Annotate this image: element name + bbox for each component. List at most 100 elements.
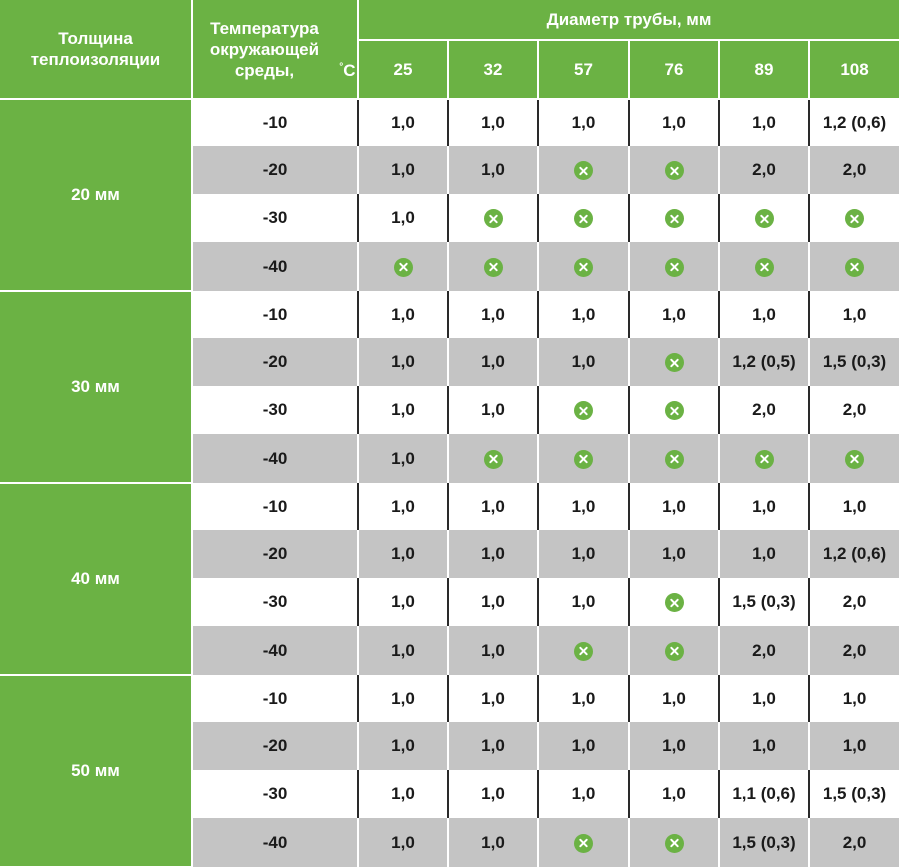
value-cell: 2,0 [809, 578, 899, 626]
table-row: -20 1,0 1,0 1,0 1,0 1,0 1,0 [0, 722, 899, 770]
value-cell: 1,0 [358, 338, 449, 386]
x-circle-icon [845, 449, 865, 469]
header-diameter-2: 57 [538, 40, 630, 100]
not-applicable-cell [719, 242, 810, 291]
value-cell: 1,0 [629, 722, 720, 770]
value-cell: 1,0 [358, 626, 449, 675]
not-applicable-cell [809, 194, 899, 242]
value-cell: 1,0 [809, 483, 899, 530]
value-cell: 1,0 [629, 530, 720, 578]
table-row: -30 1,0 1,0 1,0 1,0 1,1 (0,6) 1,5 (0,3) [0, 770, 899, 818]
temperature-cell: -30 [192, 770, 359, 818]
x-circle-icon [664, 401, 684, 420]
not-applicable-cell [629, 434, 720, 483]
x-circle-icon [664, 353, 684, 372]
x-circle-icon [483, 449, 503, 469]
header-diameter-3: 76 [629, 40, 720, 100]
value-cell: 2,0 [719, 386, 810, 434]
value-cell: 1,0 [538, 675, 630, 722]
value-cell: 1,0 [448, 722, 539, 770]
x-circle-icon [574, 641, 593, 661]
not-applicable-cell [629, 242, 720, 291]
not-applicable-cell [629, 386, 720, 434]
x-circle-icon [574, 257, 593, 277]
not-applicable-cell [448, 242, 539, 291]
x-circle-icon [664, 833, 684, 853]
value-cell: 1,0 [358, 291, 449, 338]
not-applicable-cell [629, 338, 720, 386]
x-circle-icon [664, 161, 684, 180]
value-cell: 1,0 [629, 483, 720, 530]
value-cell: 1,0 [358, 818, 449, 867]
temperature-cell: -30 [192, 386, 359, 434]
not-applicable-cell [719, 194, 810, 242]
value-cell: 1,0 [538, 578, 630, 626]
value-cell: 1,0 [809, 675, 899, 722]
value-cell: 2,0 [809, 626, 899, 675]
header-temperature: Температура окружающей среды, °C [192, 0, 359, 100]
value-cell: 1,0 [358, 483, 449, 530]
not-applicable-cell [538, 242, 630, 291]
header-temperature-label: Температура окружающей среды, [209, 18, 320, 80]
temperature-cell: -20 [192, 338, 359, 386]
value-cell: 1,0 [719, 99, 810, 146]
not-applicable-cell [538, 194, 630, 242]
not-applicable-cell [538, 386, 630, 434]
x-circle-icon [754, 209, 774, 228]
header-diameter-4: 89 [719, 40, 810, 100]
value-cell: 1,1 (0,6) [719, 770, 810, 818]
value-cell: 1,0 [719, 530, 810, 578]
table-row: 50 мм -10 1,0 1,0 1,0 1,0 1,0 1,0 [0, 675, 899, 868]
value-cell: 1,0 [629, 675, 720, 722]
header-diameter-5: 108 [809, 40, 899, 100]
table-row: -40 [0, 242, 899, 291]
x-circle-icon [664, 593, 684, 612]
value-cell: 1,5 (0,3) [809, 770, 899, 818]
value-cell: 1,0 [629, 99, 720, 146]
table-row: 40 мм -10 1,0 1,0 1,0 1,0 1,0 1,0 [0, 483, 899, 676]
temperature-cell: -40 [192, 626, 359, 675]
temperature-cell: -40 [192, 434, 359, 483]
temperature-cell: -30 [192, 578, 359, 626]
not-applicable-cell [629, 818, 720, 867]
temperature-cell: -30 [192, 194, 359, 242]
value-cell: 1,0 [448, 578, 539, 626]
value-cell: 1,0 [448, 483, 539, 530]
x-circle-icon [483, 257, 503, 277]
value-cell: 1,5 (0,3) [719, 818, 810, 867]
value-cell: 1,0 [538, 99, 630, 146]
value-cell: 1,0 [448, 818, 539, 867]
thickness-cell: 20 мм [0, 99, 193, 292]
table-body: 20 мм -10 1,0 1,0 1,0 1,0 1,0 1,2 (0,6) -20 1,0 1,… [0, 99, 899, 868]
value-cell: 1,0 [358, 770, 449, 818]
value-cell: 1,0 [538, 722, 630, 770]
x-circle-icon [393, 257, 413, 277]
value-cell: 1,0 [719, 675, 810, 722]
value-cell: 1,0 [629, 291, 720, 338]
value-cell: 1,0 [448, 146, 539, 194]
value-cell: 2,0 [809, 818, 899, 867]
value-cell: 1,0 [538, 483, 630, 530]
value-cell: 1,0 [538, 530, 630, 578]
value-cell: 1,0 [448, 626, 539, 675]
table-row: 20 мм -10 1,0 1,0 1,0 1,0 1,0 1,2 (0,6) [0, 99, 899, 292]
thickness-cell: 30 мм [0, 291, 193, 484]
value-cell: 1,0 [358, 675, 449, 722]
x-circle-icon [664, 257, 684, 277]
not-applicable-cell [629, 578, 720, 626]
value-cell: 1,0 [448, 99, 539, 146]
value-cell: 1,0 [448, 530, 539, 578]
x-circle-icon [574, 209, 593, 228]
value-cell: 1,0 [448, 386, 539, 434]
value-cell: 1,0 [448, 291, 539, 338]
temperature-cell: -20 [192, 530, 359, 578]
value-cell: 1,0 [358, 99, 449, 146]
table-row: -30 1,0 1,0 1,0 1,5 (0,3) 2,0 [0, 578, 899, 626]
value-cell: 1,0 [358, 530, 449, 578]
table-row: -20 1,0 1,0 1,0 1,2 (0,5) 1,5 (0,3) [0, 338, 899, 386]
value-cell: 1,0 [538, 770, 630, 818]
x-circle-icon [664, 449, 684, 469]
not-applicable-cell [538, 818, 630, 867]
not-applicable-cell [629, 626, 720, 675]
header-thickness-label: Толщина теплоизоляции [30, 29, 161, 69]
